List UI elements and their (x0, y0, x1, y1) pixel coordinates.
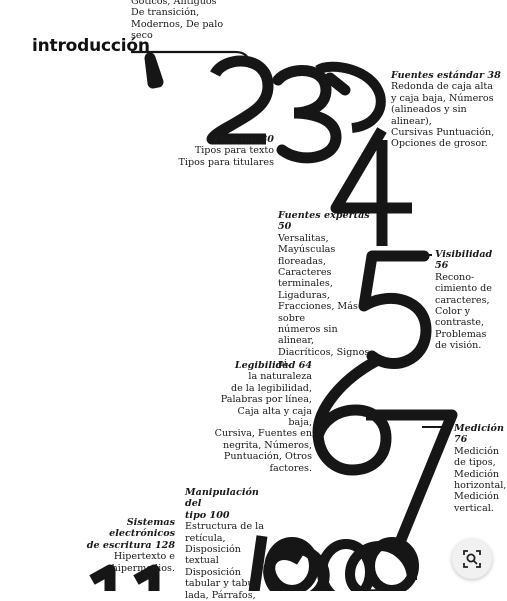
top-fragment-body: Góticos, Antiguos De transición, Moderno… (131, 0, 224, 42)
manipulacion-heading: Manipulación del tipo 100 (185, 487, 259, 521)
funcion-body: Tipos para texto Tipos para titulares (178, 145, 274, 168)
numeral-9-loop (365, 537, 419, 591)
block-funcion: Función 30 Tipos para texto Tipos para t… (176, 134, 274, 168)
block-medicion: Medición 76 Medición de tipos, Medición … (454, 423, 506, 514)
legibilidad-body: la naturaleza de la legibilidad, Palabra… (214, 371, 312, 474)
numeral-6 (312, 354, 392, 476)
block-fuentes-expertas: Fuentes expertas 50 Versalitas, Mayúscul… (278, 210, 376, 370)
visibilidad-body: Recono- cimiento de caracteres, Color y … (435, 271, 492, 352)
sistemas-body: Hipertexto e hipermedios. (111, 551, 175, 574)
numeral-4 (330, 127, 412, 246)
fuentes-expertas-body: Versalitas, Mayúsculas floreadas, Caract… (278, 232, 370, 370)
block-fuentes-estandar: Fuentes estándar 38 Redonda de caja alta… (391, 70, 503, 150)
block-visibilidad: Visibilidad 56 Recono- cimiento de carac… (435, 249, 503, 352)
numeral-3 (272, 65, 351, 164)
numeral-11 (89, 564, 160, 591)
zoom-search-icon (463, 550, 481, 568)
numeral-3-cap (315, 61, 386, 133)
zoom-search-button[interactable] (452, 539, 492, 579)
numeral-8-upper (265, 537, 319, 591)
numeral-2 (144, 52, 274, 145)
medicion-body: Medición de tipos, Medición horizontal, … (454, 445, 507, 514)
legibilidad-heading: Legibilidad 64 (234, 360, 312, 371)
fuentes-estandar-heading: Fuentes estándar 38 (391, 70, 501, 81)
block-manipulacion: Manipulación del tipo 100 Estructura de … (185, 487, 269, 601)
numeral-5 (358, 250, 432, 369)
intro-label: introducción (32, 36, 150, 56)
visibilidad-heading: Visibilidad 56 (435, 249, 493, 272)
block-sistemas: Sistemas electrónicos de escritura 128 H… (70, 517, 175, 574)
numeral-7 (366, 409, 458, 555)
numeral-8-slash (248, 535, 268, 591)
block-top-fragment: Góticos, Antiguos De transición, Moderno… (131, 0, 241, 42)
sistemas-heading: Sistemas electrónicos de escritura 128 (86, 517, 175, 551)
block-legibilidad: Legibilidad 64 la naturaleza de la legib… (214, 360, 312, 474)
medicion-heading: Medición 76 (454, 423, 504, 446)
funcion-heading: Función 30 (213, 134, 274, 145)
fuentes-expertas-heading: Fuentes expertas 50 (278, 210, 370, 233)
fuentes-estandar-body: Redonda de caja alta y caja baja, Número… (391, 81, 495, 150)
manipulacion-body: Estructura de la retícula, Disposición t… (185, 521, 264, 601)
